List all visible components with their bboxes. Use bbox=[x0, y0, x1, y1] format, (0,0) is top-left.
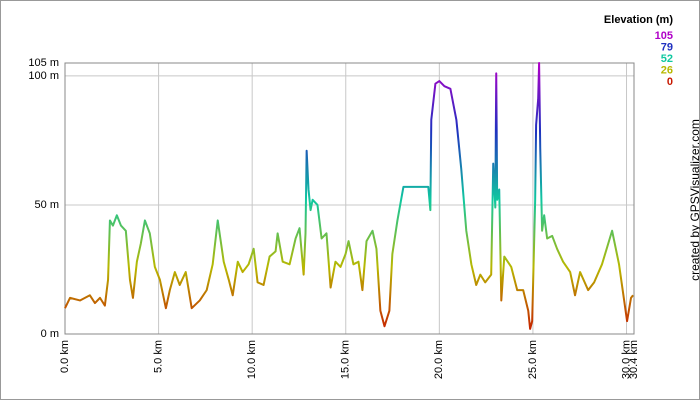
legend-title: Elevation (m) bbox=[604, 14, 673, 26]
legend-value: 26 bbox=[661, 64, 673, 76]
legend-value: 52 bbox=[661, 53, 673, 65]
x-tick-label: 15.0 km bbox=[340, 340, 352, 379]
y-tick-label: 100 m bbox=[28, 70, 59, 82]
y-tick-label: 0 m bbox=[41, 328, 59, 340]
x-tick-label: 5.0 km bbox=[152, 340, 164, 373]
x-tick-label: 10.0 km bbox=[246, 340, 258, 379]
y-tick-label: 105 m bbox=[28, 57, 59, 69]
x-tick-label: 0.0 km bbox=[59, 340, 71, 373]
plot-border bbox=[64, 62, 635, 335]
legend-value: 105 bbox=[655, 30, 673, 42]
legend-value: 79 bbox=[661, 41, 673, 53]
x-tick-label: 30.0 km bbox=[620, 340, 632, 379]
elevation-line bbox=[64, 62, 634, 330]
x-tick-label: 30.4 km bbox=[628, 340, 640, 379]
y-tick-label: 50 m bbox=[35, 199, 59, 211]
credit: created by GPSVisualizer.com bbox=[688, 119, 700, 281]
x-tick-label: 20.0 km bbox=[433, 340, 445, 379]
legend-value: 0 bbox=[667, 76, 673, 88]
x-tick-label: 25.0 km bbox=[527, 340, 539, 379]
